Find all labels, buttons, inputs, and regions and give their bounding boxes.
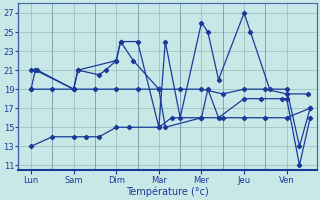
X-axis label: Température (°c): Température (°c) — [126, 186, 209, 197]
